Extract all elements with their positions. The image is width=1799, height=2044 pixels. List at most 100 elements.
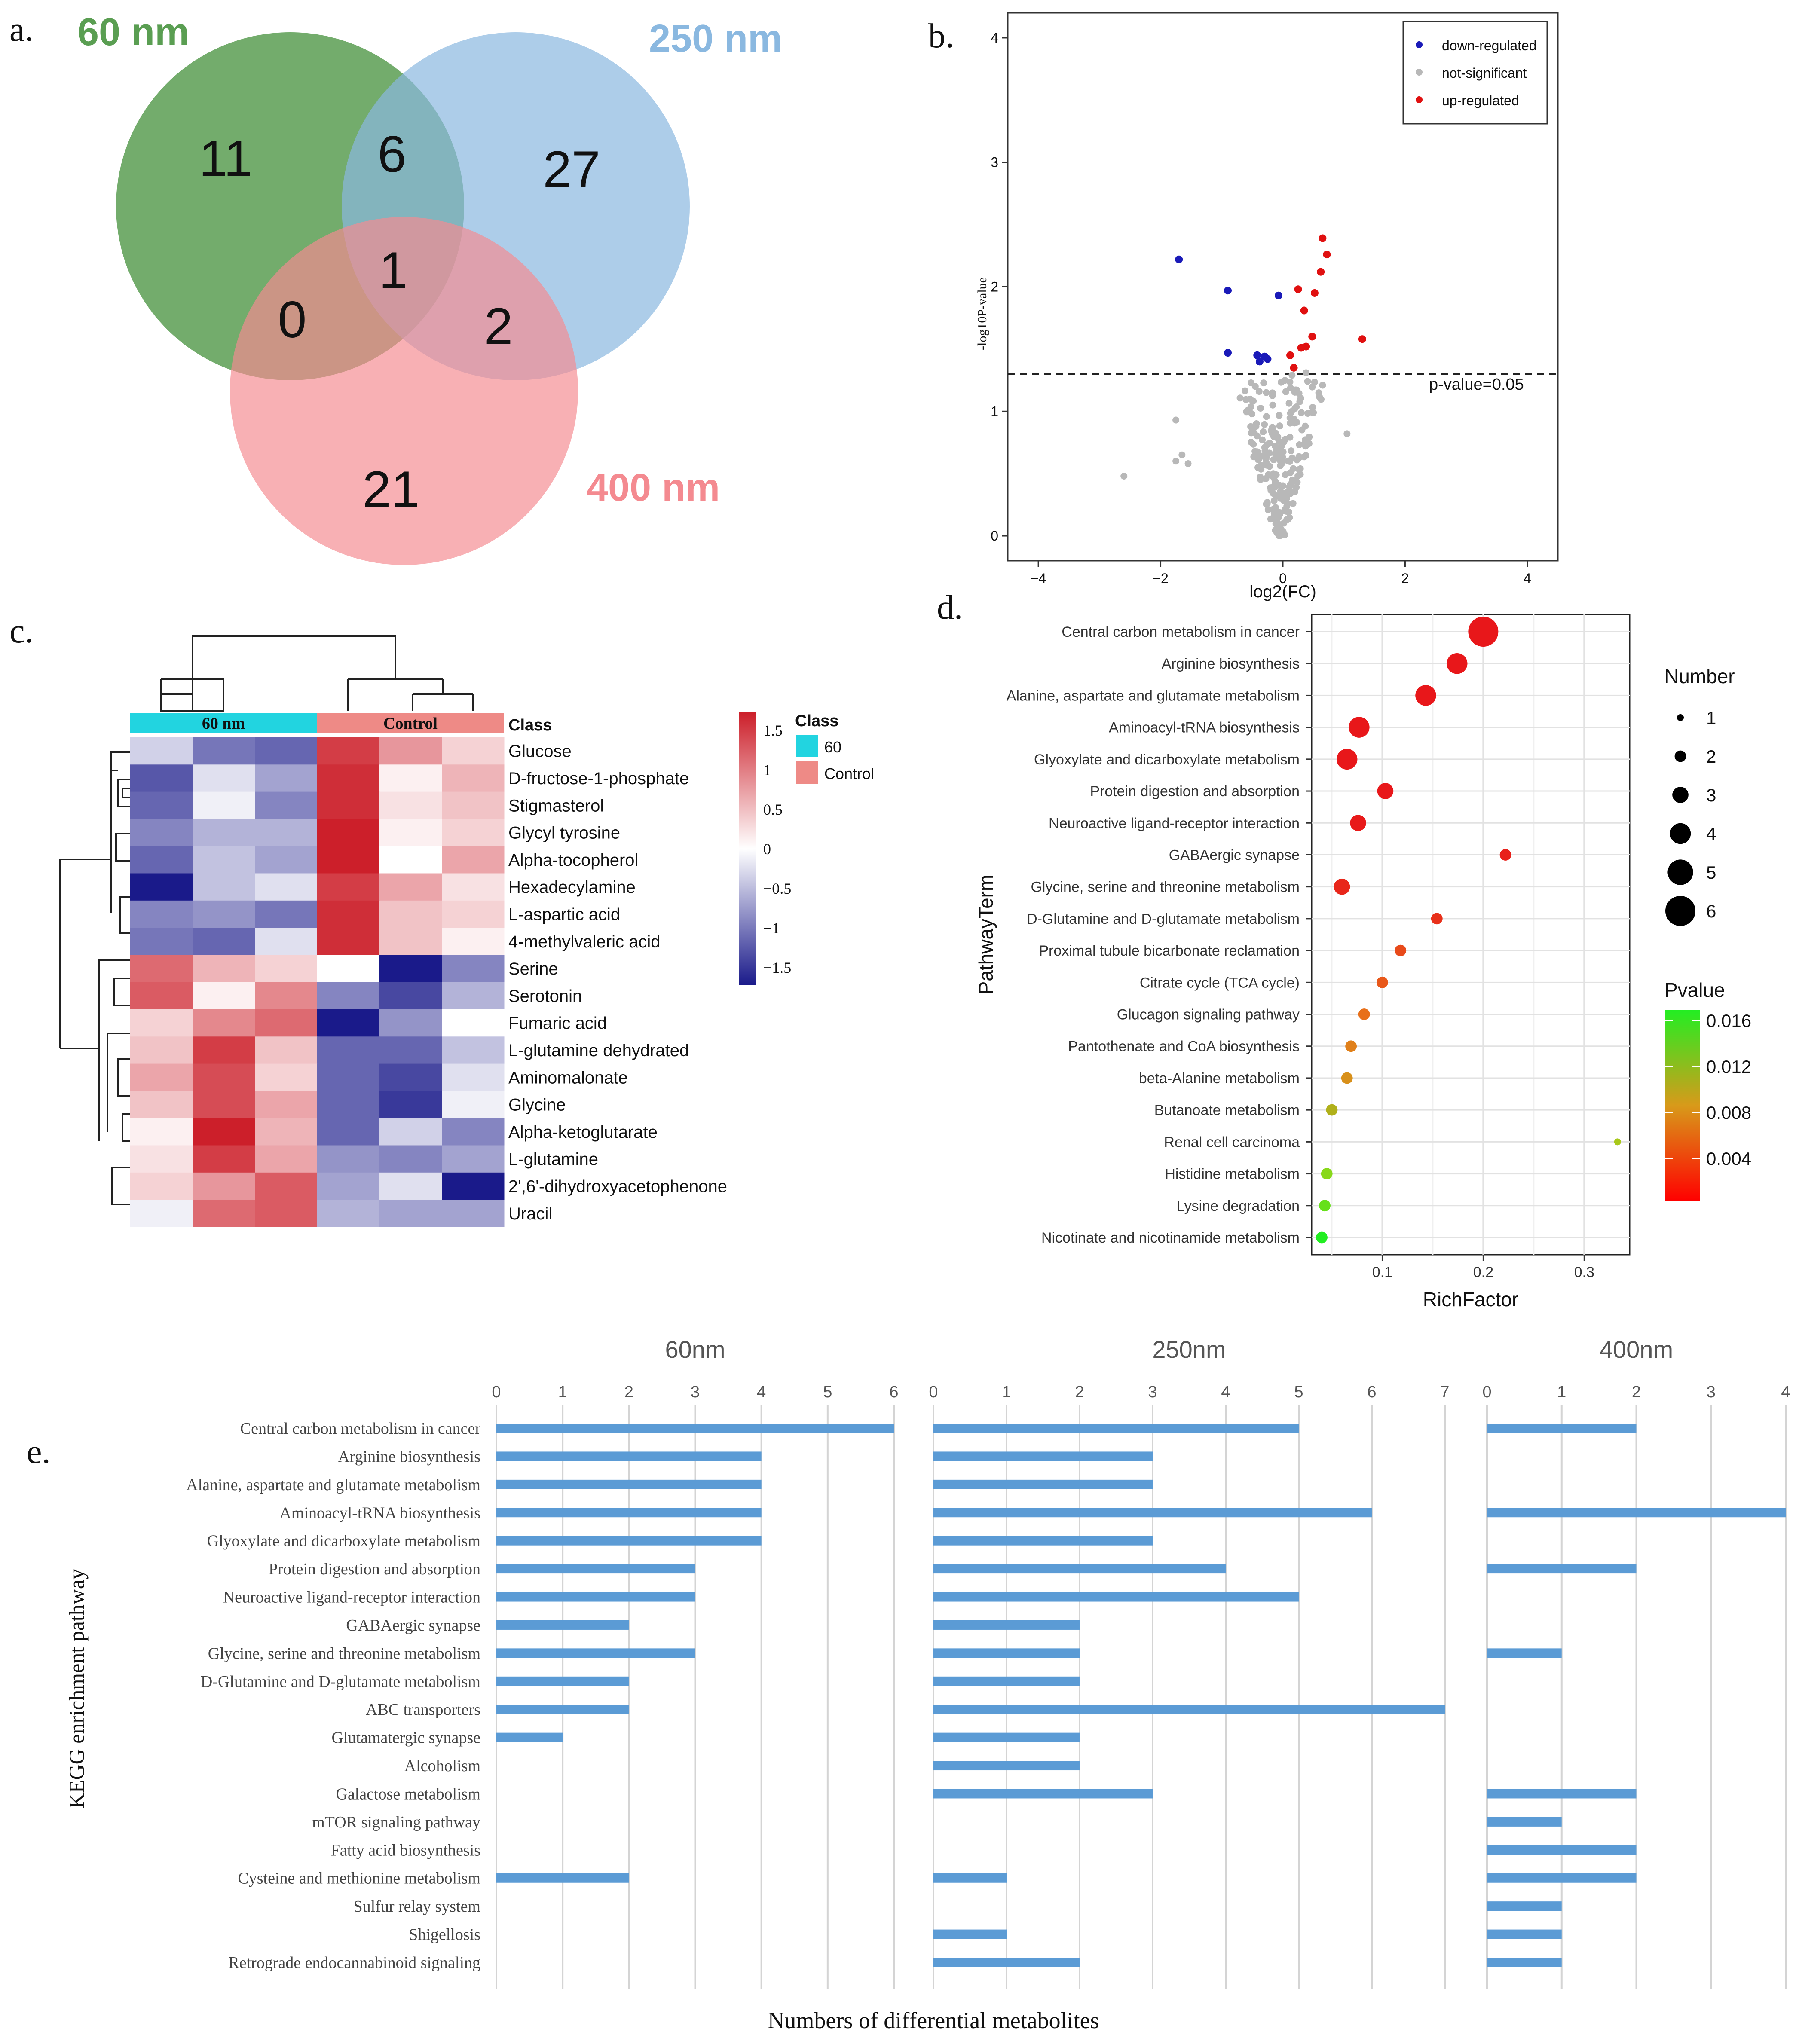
volcano-legend-dot-down [1416, 41, 1423, 48]
heatmap-cell [442, 819, 505, 846]
volcano-point-ns [1285, 400, 1293, 407]
volcano-point-ns [1279, 482, 1287, 489]
heatmap-cell [193, 764, 255, 792]
venn-set-label-250nm: 250 nm [649, 17, 782, 60]
heatmap-cell [442, 737, 505, 765]
heatmap-cell [130, 1036, 193, 1064]
kegg-category-label: Shigellosis [409, 1926, 480, 1944]
panel-c-heatmap: c. 60 nm Control Class [9, 612, 874, 1227]
kegg-tick-label: 2 [1632, 1383, 1641, 1401]
volcano-point-ns [1343, 430, 1351, 437]
kegg-tick-label: 2 [1075, 1383, 1084, 1401]
volcano-point-ns [1242, 396, 1250, 403]
heatmap-cell [379, 982, 442, 1010]
enrichment-term-label: beta-Alanine metabolism [1139, 1070, 1300, 1087]
heatmap-cell [255, 982, 318, 1010]
enrichment-term-label: Butanoate metabolism [1154, 1102, 1300, 1118]
kegg-category-label: Neuroactive ligand-receptor interaction [223, 1589, 480, 1607]
kegg-bar [1487, 1648, 1562, 1658]
heatmap-cell [317, 1172, 380, 1200]
kegg-bar [933, 1424, 1299, 1433]
volcano-point-ns [1287, 384, 1294, 391]
pvalue-tick-label: 0.004 [1706, 1149, 1751, 1169]
heatmap-row-label: 4-methylvaleric acid [508, 932, 660, 951]
volcano-point-ns [1282, 436, 1289, 443]
heatmap-cell [255, 1200, 318, 1227]
volcano-point-ns [1250, 397, 1257, 405]
kegg-bar [1487, 1845, 1637, 1855]
heatmap-class-legend-60-label: 60 [824, 738, 841, 756]
pvalue-tick-label: 0.016 [1706, 1011, 1751, 1031]
volcano-point-ns [1278, 447, 1285, 455]
heatmap-row-label: Hexadecylamine [508, 878, 636, 897]
heatmap-cell [379, 819, 442, 846]
heatmap-cell [130, 764, 193, 792]
kegg-tick-label: 7 [1440, 1383, 1449, 1401]
size-legend-label: 2 [1706, 746, 1716, 767]
heatmap-cell [130, 1091, 193, 1118]
heatmap-cell [442, 982, 505, 1010]
kegg-bar [933, 1958, 1080, 1967]
kegg-bar [496, 1451, 762, 1461]
heatmap-cell [255, 819, 318, 846]
heatmap-cell [193, 1036, 255, 1064]
heatmap-cell [255, 1118, 318, 1146]
heatmap-cell [193, 846, 255, 874]
volcano-point-ns [1304, 409, 1312, 417]
volcano-point-ns [1261, 444, 1268, 451]
kegg-category-label: Galactose metabolism [336, 1785, 480, 1803]
volcano-point-ns [1248, 429, 1255, 437]
venn-count-60-400: 0 [278, 291, 307, 348]
heatmap-cell [193, 1009, 255, 1037]
heatmap-cell [317, 1118, 380, 1146]
volcano-point-ns [1269, 401, 1276, 409]
volcano-y-tick-label: 3 [991, 155, 998, 170]
kegg-category-label: Glyoxylate and dicarboxylate metabolism [207, 1532, 480, 1550]
volcano-point-ns [1309, 403, 1316, 411]
kegg-tick-label: 1 [1002, 1383, 1011, 1401]
panel-e-kegg-bars: e. 60nm 0 1 2 3 4 5 6 250nm 0 1 2 3 4 5 6 7 400nm 0 1 2 3 4 Ce… [27, 1336, 1790, 2033]
heatmap-cell [255, 873, 318, 901]
volcano-point-ns [1319, 382, 1326, 389]
kegg-panel-title: 250nm [1152, 1336, 1226, 1363]
pvalue-legend-title: Pvalue [1664, 979, 1725, 1001]
volcano-point-ns [1295, 453, 1303, 460]
volcano-point-ns [1283, 495, 1290, 502]
volcano-legend-ns-label: not-significant [1442, 65, 1527, 81]
heatmap-class-legend-swatch-60 [796, 735, 818, 757]
kegg-tick-label: 0 [929, 1383, 938, 1401]
volcano-point-ns [1278, 379, 1285, 386]
heatmap-cell [193, 1063, 255, 1091]
heatmap-row-label: D-fructose-1-phosphate [508, 769, 689, 788]
volcano-point-ns [1263, 389, 1270, 396]
volcano-y-tick-label: 4 [991, 30, 998, 46]
volcano-point-ns [1255, 388, 1263, 395]
heatmap-cell [379, 764, 442, 792]
heatmap-cell [255, 764, 318, 792]
heatmap-colorbar-tick-label: 1 [763, 761, 771, 779]
heatmap-cell [317, 1036, 380, 1064]
panel-b-label: b. [928, 17, 954, 55]
heatmap-cell [442, 1091, 505, 1118]
kegg-bar [933, 1705, 1445, 1714]
size-legend-dot [1670, 823, 1691, 844]
volcano-point-ns [1172, 416, 1180, 424]
volcano-y-tick-label: 0 [991, 528, 998, 544]
volcano-point-ns [1291, 419, 1298, 427]
enrichment-plot-panel [1311, 614, 1631, 1256]
heatmap-colorbar-tick-label: 1.5 [763, 722, 783, 739]
volcano-point-ns [1284, 500, 1291, 507]
heatmap-row-label: Stigmasterol [508, 796, 604, 815]
heatmap-cell [193, 1172, 255, 1200]
size-legend-label: 5 [1706, 862, 1716, 883]
kegg-bar [933, 1479, 1153, 1489]
volcano-point-ns [1317, 396, 1325, 403]
heatmap-row-label: L-glutamine dehydrated [508, 1041, 689, 1060]
panel-e-label: e. [27, 1433, 51, 1471]
kegg-bar [933, 1873, 1007, 1883]
heatmap-row-label: Uracil [508, 1204, 552, 1223]
enrichment-point [1614, 1138, 1621, 1146]
kegg-bar [933, 1592, 1299, 1602]
volcano-point-ns [1250, 453, 1257, 461]
size-legend-dot [1677, 714, 1684, 721]
